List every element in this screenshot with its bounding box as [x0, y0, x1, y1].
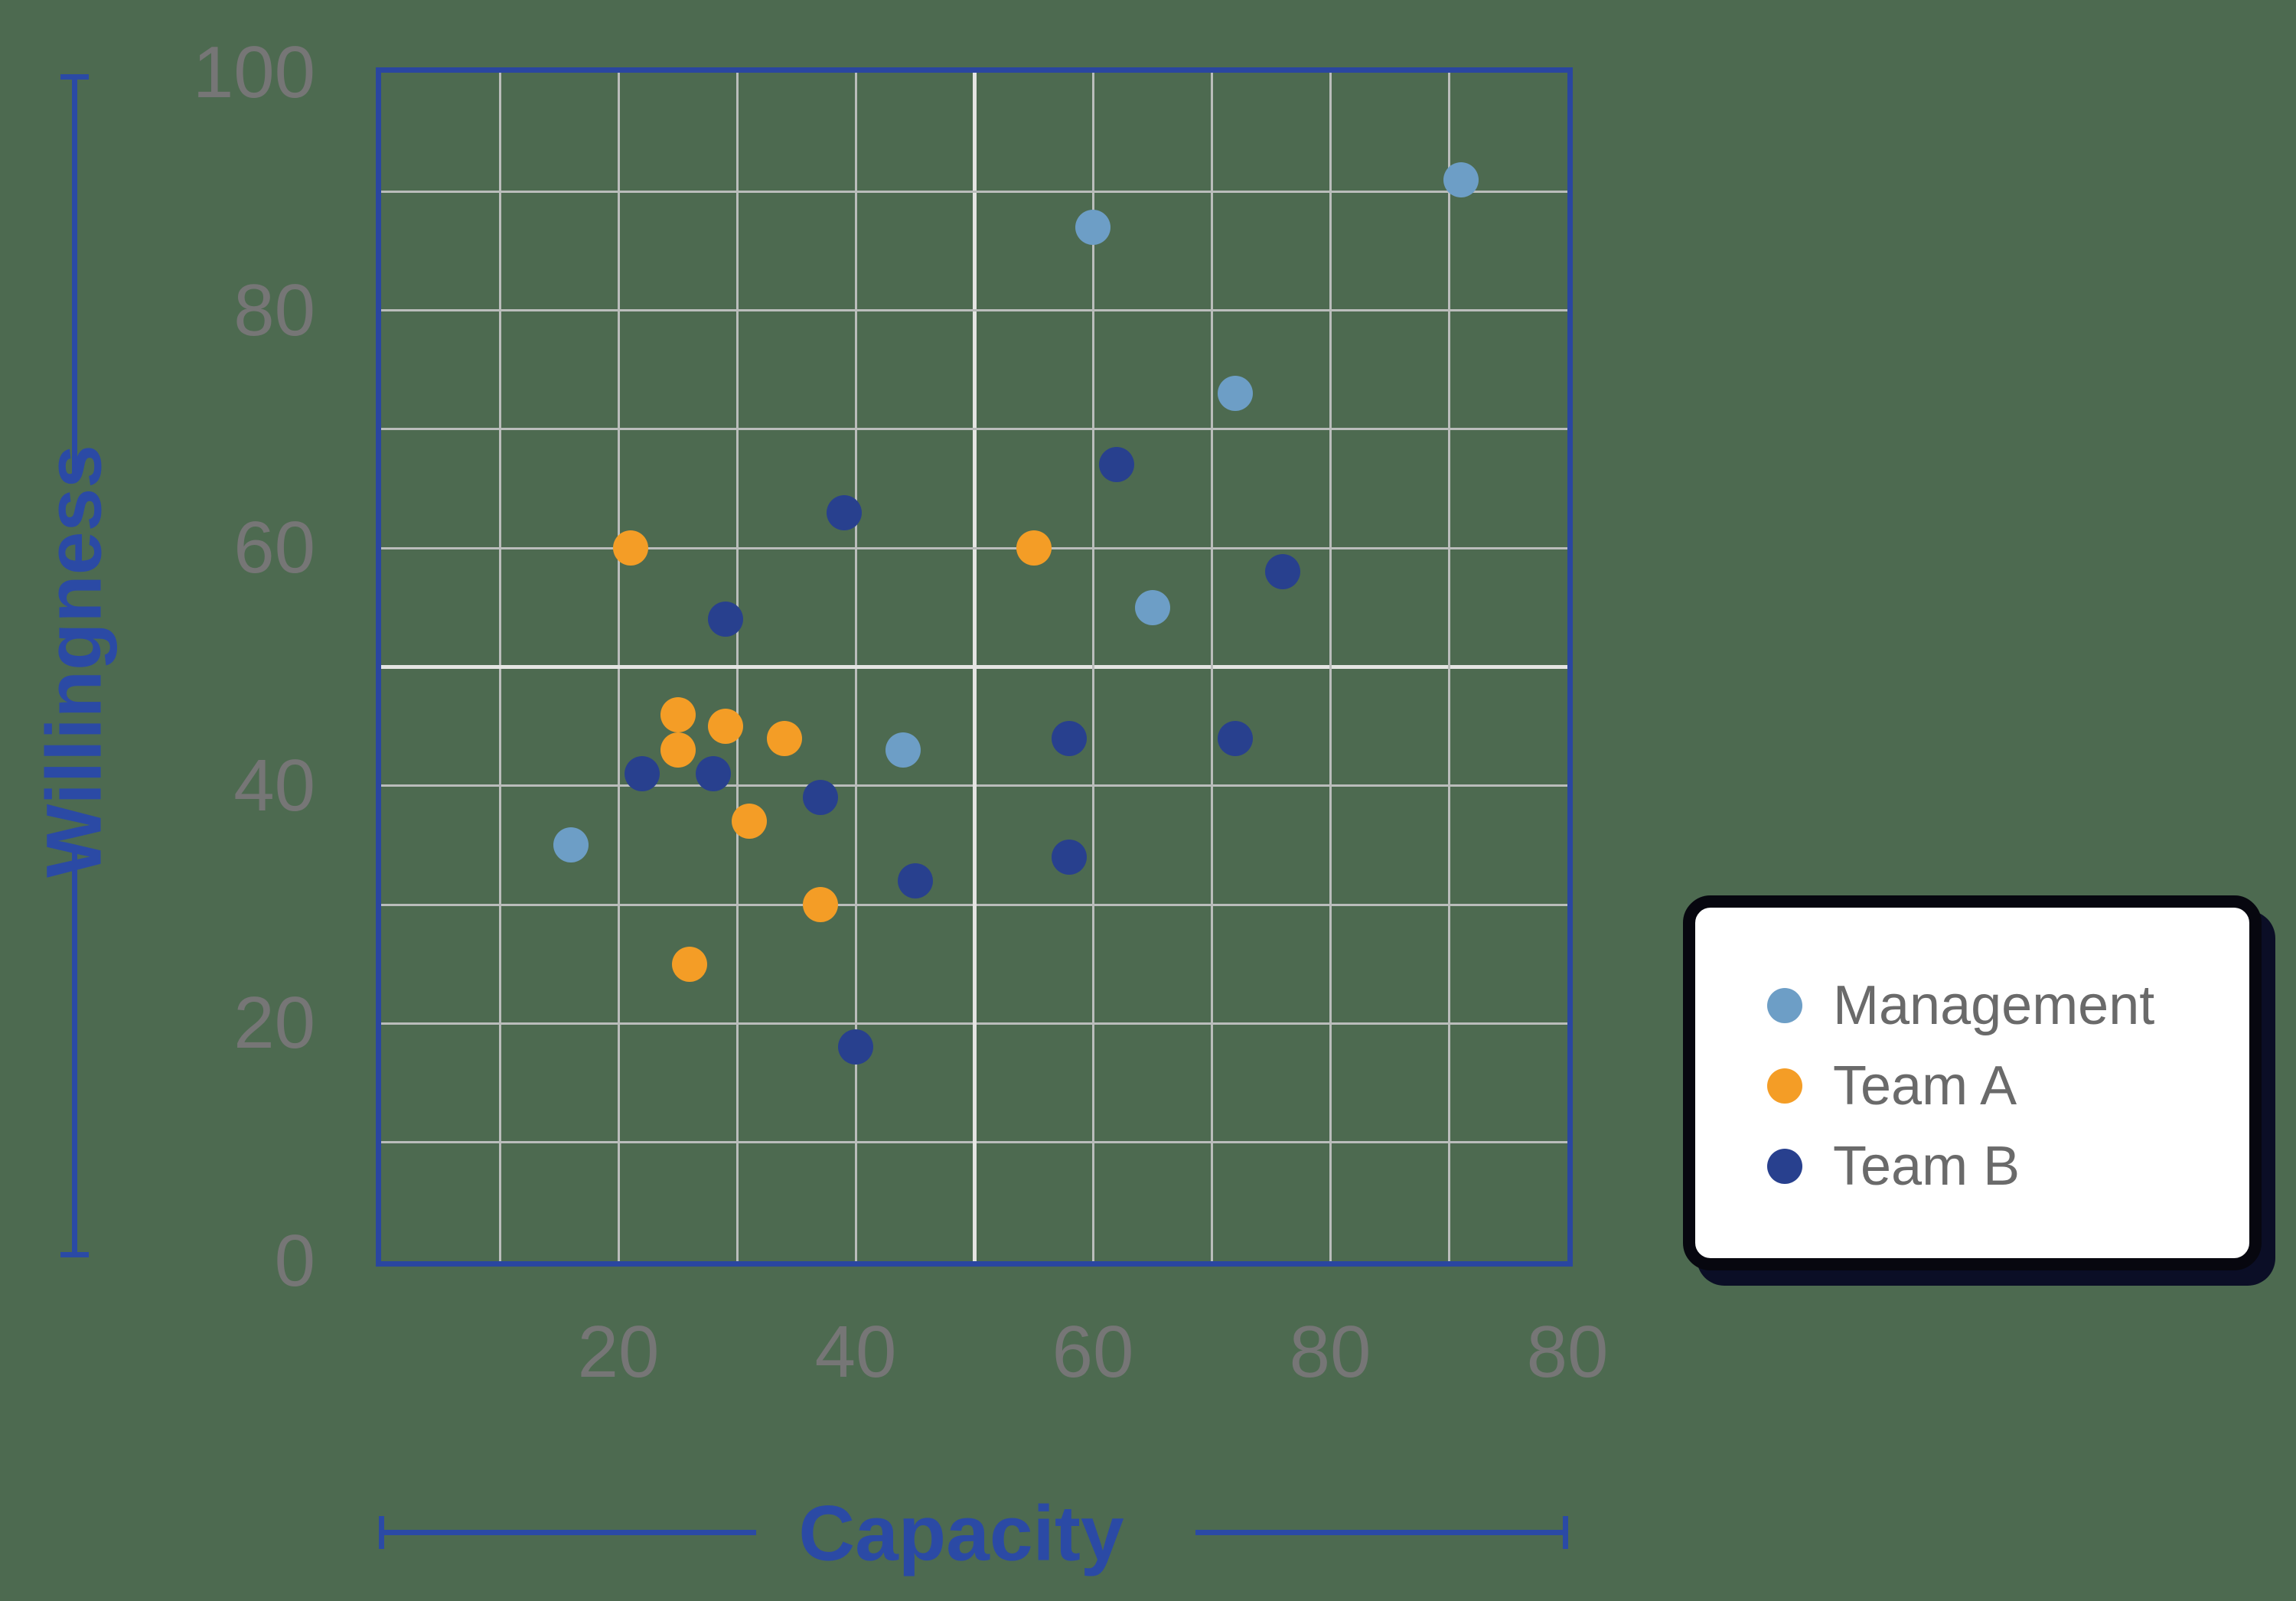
team-a-series-dot-icon — [1767, 1068, 1802, 1104]
x-axis-bracket-left-cap — [379, 1516, 384, 1549]
data-point-team-a — [660, 732, 696, 768]
data-point-management — [885, 732, 921, 768]
legend-label: Team A — [1833, 1055, 2017, 1117]
gridline-horizontal — [381, 546, 1567, 549]
data-point-team-a — [1016, 530, 1052, 566]
team-b-series-dot-icon — [1767, 1149, 1802, 1184]
x-tick-label-40: 40 — [814, 1311, 897, 1393]
x-axis-bracket-right-segment — [1195, 1530, 1566, 1535]
management-series-dot-icon — [1767, 988, 1802, 1023]
y-tick-label-80: 80 — [233, 269, 315, 351]
data-point-team-b — [1218, 720, 1253, 756]
data-point-management — [1218, 376, 1253, 412]
y-tick-label-60: 60 — [233, 507, 315, 589]
gridline-horizontal — [381, 309, 1567, 312]
x-axis-bracket-right-cap — [1563, 1516, 1568, 1549]
x-axis-title: Capacity — [798, 1489, 1124, 1577]
legend-item-team-a: Team A — [1767, 1044, 2017, 1128]
legend-label: Management — [1833, 975, 2155, 1036]
y-tick-label-0: 0 — [274, 1220, 315, 1302]
data-point-team-a — [672, 946, 707, 982]
data-point-team-b — [826, 494, 862, 530]
gridline-horizontal — [381, 665, 1567, 669]
data-point-team-b — [1099, 447, 1134, 483]
data-point-management — [1443, 161, 1479, 197]
data-point-team-a — [612, 530, 648, 566]
data-point-team-a — [767, 720, 802, 756]
y-axis-title: Willingness — [30, 445, 118, 878]
data-point-team-b — [802, 780, 838, 816]
gridline-vertical — [1447, 73, 1450, 1261]
y-axis-bracket-upper-segment — [72, 76, 77, 474]
legend: Management Team A Team B — [1683, 895, 2262, 1270]
gridline-vertical — [1329, 73, 1332, 1261]
data-point-team-b — [838, 1029, 873, 1065]
gridline-horizontal — [381, 190, 1567, 193]
y-axis-bracket-bottom-cap — [60, 1252, 89, 1257]
y-tick-label-40: 40 — [233, 744, 315, 827]
data-point-team-b — [1265, 554, 1300, 590]
data-point-management — [553, 827, 589, 863]
data-point-team-b — [1052, 720, 1087, 756]
data-point-team-b — [897, 863, 933, 899]
y-axis-bracket-lower-segment — [72, 849, 77, 1256]
data-point-team-a — [731, 804, 767, 840]
data-point-team-b — [707, 602, 743, 637]
x-tick-label-80: 80 — [1289, 1311, 1371, 1393]
legend-item-management: Management — [1767, 964, 2154, 1048]
data-point-team-b — [625, 756, 660, 792]
x-tick-label-20: 20 — [577, 1311, 660, 1393]
data-point-management — [1134, 589, 1170, 625]
y-tick-label-20: 20 — [233, 982, 315, 1065]
data-point-team-b — [1052, 839, 1087, 875]
data-point-team-a — [802, 887, 838, 923]
y-axis-bracket-top-cap — [60, 74, 89, 80]
data-point-team-b — [696, 756, 731, 792]
data-point-team-a — [660, 696, 696, 732]
data-point-management — [1075, 209, 1110, 245]
x-axis-bracket-left-segment — [382, 1530, 756, 1535]
plot-area — [381, 73, 1567, 1261]
x-tick-label-60: 60 — [1052, 1311, 1134, 1393]
y-tick-label-100: 100 — [192, 31, 315, 113]
x-tick-label-80: 80 — [1526, 1311, 1609, 1393]
gridline-horizontal — [381, 428, 1567, 431]
legend-item-team-b: Team B — [1767, 1124, 2020, 1208]
data-point-team-a — [707, 709, 743, 745]
gridline-vertical — [1091, 73, 1094, 1261]
gridline-vertical — [1210, 73, 1213, 1261]
legend-label: Team B — [1833, 1136, 2020, 1197]
